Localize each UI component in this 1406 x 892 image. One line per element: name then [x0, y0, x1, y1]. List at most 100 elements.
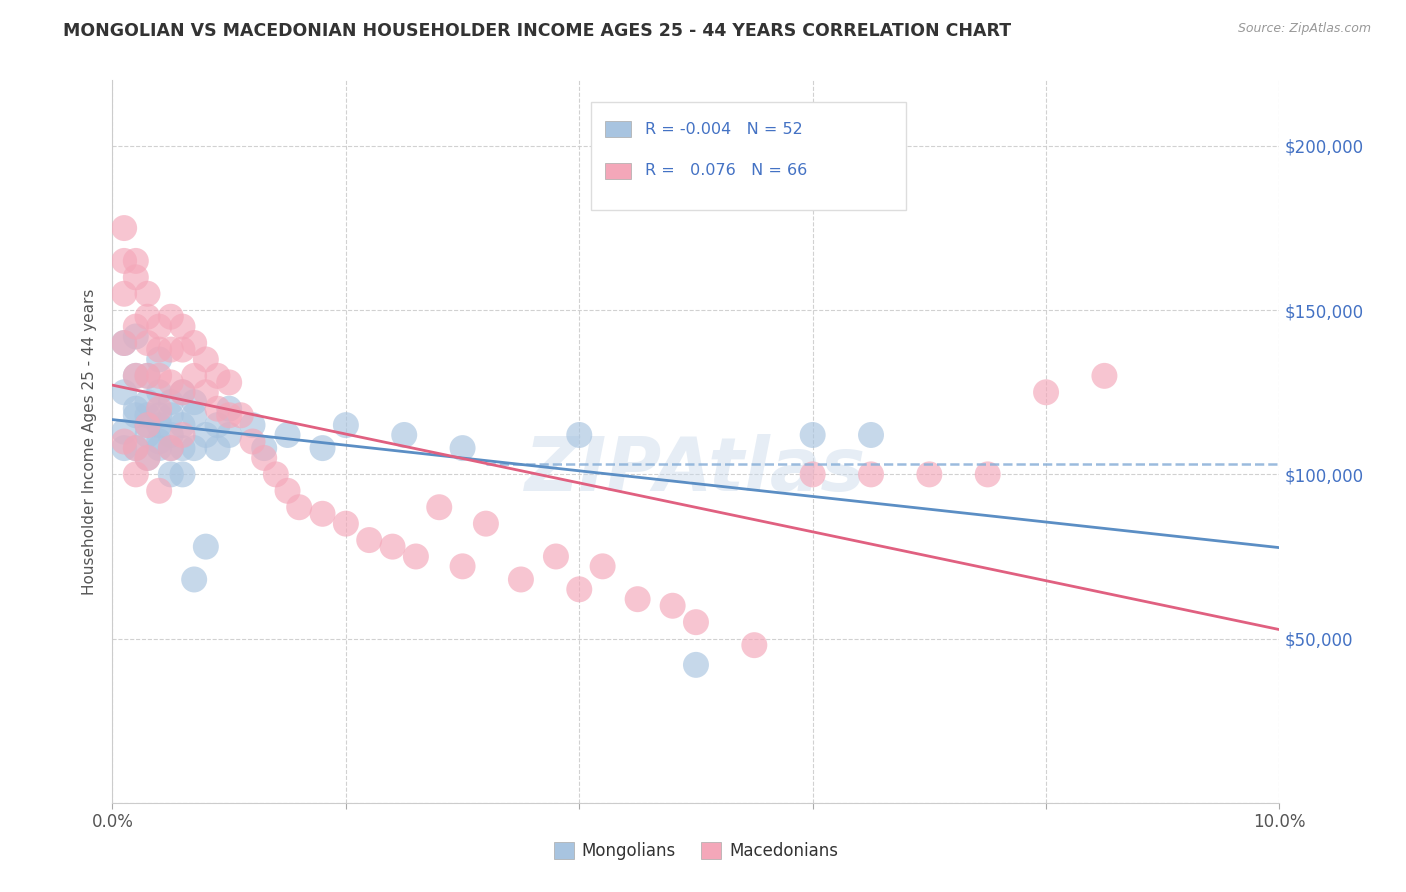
Point [112, 441, 135, 455]
Y-axis label: Householder Income Ages 25 - 44 years: Householder Income Ages 25 - 44 years [82, 288, 97, 595]
Point [160, 467, 183, 482]
Point [172, 441, 194, 455]
Point [253, 441, 276, 455]
Point [125, 368, 148, 383]
Point [335, 418, 357, 433]
FancyBboxPatch shape [605, 121, 631, 137]
Point [125, 253, 148, 268]
Point [172, 319, 194, 334]
Text: R = -0.004   N = 52: R = -0.004 N = 52 [644, 122, 803, 136]
Point [112, 336, 135, 351]
Point [172, 385, 194, 400]
Point [172, 343, 194, 357]
Point [568, 582, 591, 597]
Point [218, 376, 240, 390]
Point [148, 441, 170, 455]
Point [112, 425, 135, 439]
Point [125, 441, 148, 455]
Point [685, 615, 707, 630]
Point [136, 428, 159, 442]
Point [592, 559, 614, 574]
Point [148, 368, 170, 383]
Point [475, 516, 498, 531]
Point [148, 409, 170, 423]
Point [148, 401, 170, 416]
Point [207, 368, 229, 383]
Point [136, 450, 159, 465]
Point [742, 638, 765, 652]
Point [172, 385, 194, 400]
Point [276, 483, 298, 498]
Point [148, 352, 170, 367]
Point [183, 395, 205, 409]
Point [148, 434, 170, 449]
Point [207, 441, 229, 455]
Point [112, 253, 135, 268]
Point [276, 428, 298, 442]
Point [160, 395, 183, 409]
Point [451, 559, 474, 574]
Legend: Mongolians, Macedonians: Mongolians, Macedonians [547, 835, 845, 867]
Point [207, 401, 229, 416]
Point [136, 409, 159, 423]
Point [160, 310, 183, 324]
Point [183, 368, 205, 383]
FancyBboxPatch shape [605, 162, 631, 178]
Point [218, 401, 240, 416]
Point [264, 467, 287, 482]
Point [918, 467, 941, 482]
Point [544, 549, 567, 564]
Point [860, 428, 883, 442]
Point [112, 434, 135, 449]
Point [136, 418, 159, 433]
Point [359, 533, 381, 547]
Point [661, 599, 683, 613]
Point [194, 385, 217, 400]
Point [172, 418, 194, 433]
Point [860, 467, 883, 482]
Point [112, 286, 135, 301]
Point [125, 401, 148, 416]
Point [160, 441, 183, 455]
Point [160, 343, 183, 357]
Point [451, 441, 474, 455]
Point [242, 434, 264, 449]
Point [183, 573, 205, 587]
Point [335, 516, 357, 531]
Text: R =   0.076   N = 66: R = 0.076 N = 66 [644, 163, 807, 178]
Point [207, 418, 229, 433]
Point [427, 500, 450, 515]
Point [801, 467, 824, 482]
Point [394, 428, 416, 442]
Point [136, 395, 159, 409]
Point [160, 409, 183, 423]
Point [136, 310, 159, 324]
Point [242, 418, 264, 433]
Point [136, 450, 159, 465]
Point [253, 450, 276, 465]
Point [125, 409, 148, 423]
Point [172, 467, 194, 482]
Point [218, 409, 240, 423]
Text: ZIPAtlas: ZIPAtlas [526, 434, 866, 507]
Point [136, 368, 159, 383]
Point [125, 441, 148, 455]
Point [183, 336, 205, 351]
Point [112, 221, 135, 235]
Point [148, 483, 170, 498]
Point [148, 418, 170, 433]
Point [183, 441, 205, 455]
Text: Source: ZipAtlas.com: Source: ZipAtlas.com [1237, 22, 1371, 36]
Point [136, 286, 159, 301]
Point [627, 592, 650, 607]
Point [311, 441, 333, 455]
Point [405, 549, 427, 564]
Point [685, 657, 707, 672]
Point [136, 368, 159, 383]
Point [112, 336, 135, 351]
Point [976, 467, 998, 482]
Point [1035, 385, 1057, 400]
Point [136, 336, 159, 351]
Point [568, 428, 591, 442]
Point [1094, 368, 1116, 383]
